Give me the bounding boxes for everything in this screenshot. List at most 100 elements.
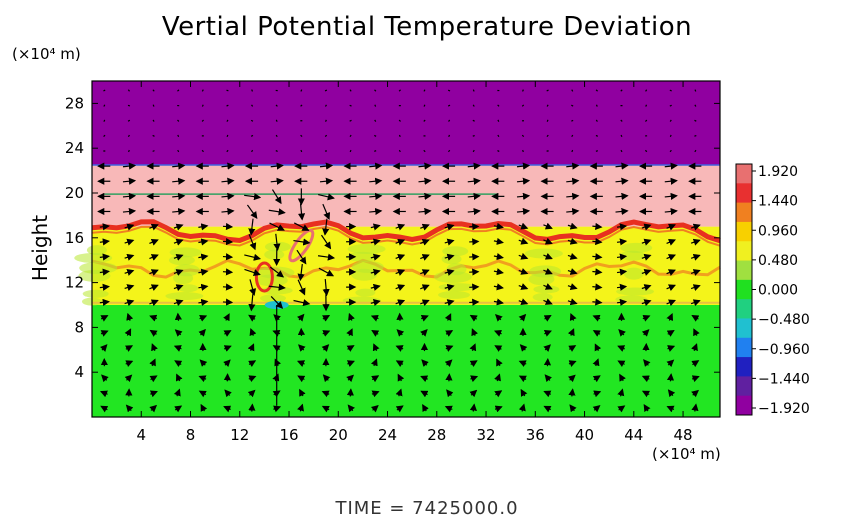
wind-vector — [494, 405, 503, 413]
wind-vector — [270, 296, 284, 309]
heatmap-field — [74, 81, 721, 417]
wind-vector — [244, 193, 262, 201]
wind-vector — [249, 328, 257, 337]
wind-vector — [592, 222, 603, 231]
wind-vector — [371, 330, 380, 337]
wind-vector — [124, 284, 135, 291]
wind-vector — [122, 177, 137, 185]
wind-vector — [567, 283, 578, 291]
wind-vector — [592, 237, 603, 246]
wind-vector — [569, 404, 577, 413]
wind-vector — [100, 330, 109, 337]
wind-vector — [667, 389, 676, 398]
wind-vector — [275, 150, 278, 152]
wind-vector — [222, 222, 234, 231]
wind-vector — [273, 405, 282, 413]
wind-vector — [201, 149, 204, 153]
wind-vector — [395, 238, 406, 246]
wind-vector — [518, 283, 529, 290]
wind-vector — [420, 254, 430, 261]
wind-vector — [420, 314, 429, 322]
colorbar-label: −0.480 — [758, 312, 810, 328]
wind-vector — [690, 253, 701, 261]
wind-vector — [201, 89, 204, 92]
wind-vector — [615, 162, 629, 170]
wind-vector — [249, 279, 257, 296]
wind-vector — [172, 192, 186, 200]
field-patch — [165, 292, 204, 301]
wind-vector — [641, 329, 650, 337]
wind-vector — [546, 89, 549, 92]
wind-vector — [395, 254, 406, 261]
field-patch — [79, 262, 118, 275]
wind-vector — [127, 119, 131, 122]
wind-vector — [694, 149, 697, 153]
wind-vector — [172, 177, 186, 185]
wind-vector — [447, 149, 451, 153]
wind-vector — [275, 104, 278, 107]
wind-vector — [566, 207, 580, 216]
wind-vector — [420, 269, 430, 276]
wind-vector — [149, 390, 158, 398]
wind-vector — [198, 238, 209, 246]
wind-vector — [569, 312, 577, 322]
wind-vector — [124, 223, 135, 231]
wind-vector — [222, 253, 234, 261]
wind-vector — [518, 252, 529, 260]
wind-vector — [149, 299, 159, 307]
x-tick-label: 32 — [476, 426, 495, 444]
wind-vector — [226, 134, 229, 138]
wind-vector — [99, 238, 110, 246]
wind-vector — [198, 390, 207, 398]
wind-vector — [370, 283, 381, 291]
wind-vector — [571, 119, 574, 122]
wind-vector — [297, 203, 306, 221]
wind-vector — [544, 374, 552, 383]
x-axis: 4 8 12 16 20 24 28 32 36 40 44 48 — [136, 81, 693, 444]
wind-vector — [223, 330, 232, 337]
wind-vector — [615, 207, 629, 216]
wind-vector — [149, 269, 159, 276]
wind-vector — [297, 403, 304, 412]
wind-vector — [519, 344, 528, 352]
wind-vector — [248, 403, 256, 412]
wind-vector — [694, 104, 697, 107]
wind-vector — [346, 374, 354, 383]
wind-vector — [669, 134, 672, 138]
wind-vector — [546, 134, 549, 138]
wind-vector — [198, 298, 209, 307]
wind-vector — [520, 388, 528, 397]
wind-vector — [398, 149, 401, 153]
wind-vector — [418, 177, 432, 185]
wind-vector — [616, 223, 628, 231]
wind-vector — [543, 237, 553, 245]
wind-vector — [128, 149, 130, 153]
wind-vector — [615, 177, 629, 185]
wind-vector — [543, 268, 553, 275]
wind-vector — [226, 104, 229, 107]
wind-vector — [422, 403, 429, 413]
wind-vector — [690, 238, 701, 246]
wind-vector — [100, 315, 109, 322]
y-tick-label: 4 — [74, 363, 84, 381]
wind-vector — [666, 330, 675, 337]
wind-vector — [349, 149, 352, 153]
wind-vector — [568, 360, 577, 367]
wind-vector — [643, 359, 651, 367]
wind-vector — [293, 238, 311, 246]
wind-vector — [247, 389, 256, 398]
wind-vector — [691, 314, 700, 322]
wind-vector — [691, 403, 699, 412]
wind-vector — [223, 345, 232, 352]
x-tick-label: 28 — [427, 426, 446, 444]
wind-vector — [497, 150, 500, 152]
wind-vector — [469, 403, 477, 412]
wind-vector — [149, 329, 158, 337]
x-tick-label: 24 — [378, 426, 397, 444]
wind-vector — [398, 119, 401, 122]
wind-vector — [321, 405, 330, 413]
wind-vector — [693, 328, 700, 337]
field-patch — [524, 248, 563, 259]
wind-vector — [444, 283, 455, 291]
wind-vector — [619, 373, 626, 382]
